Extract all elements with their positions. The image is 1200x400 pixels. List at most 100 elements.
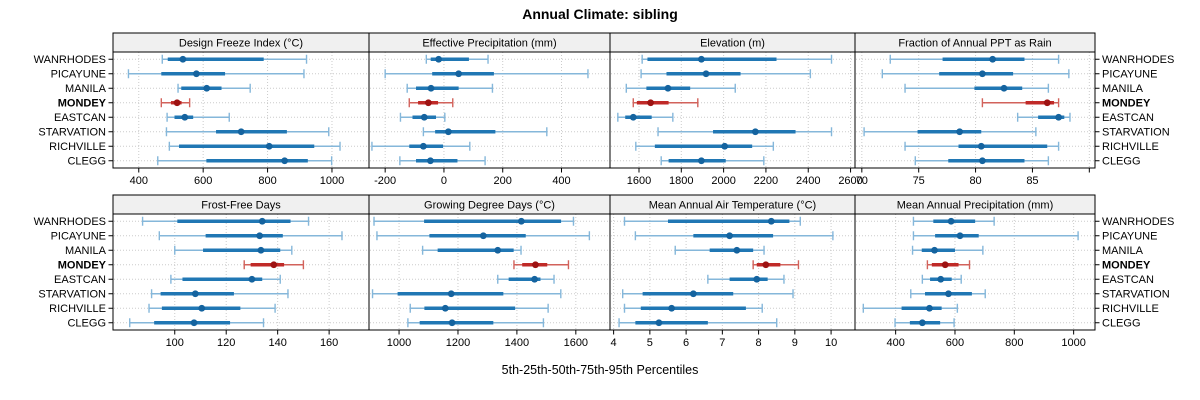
panel-mean-annual-air-temperature-c: Mean Annual Air Temperature (°C) 4 5 6 7 8 9 10 [609, 194, 856, 349]
percentile-bar-starvation [422, 127, 548, 137]
median-dot [448, 319, 456, 327]
panel-fraction-of-annual-ppt-as-rain: Fraction of Annual PPT as Rain 70 75 80 85 [854, 32, 1096, 187]
x-tick-label: 140 [268, 337, 286, 349]
station-label-left-picayune: PICAYUNE [51, 230, 106, 242]
station-label-right-starvation: STARVATION [1102, 288, 1170, 300]
median-dot [479, 232, 487, 240]
panel-background [113, 52, 369, 168]
percentile-bar-eastcan [497, 274, 555, 284]
percentile-bar-richville [168, 141, 341, 151]
median-dot [181, 113, 189, 121]
station-label-left-eastcan: EASTCAN [54, 112, 106, 124]
x-tick-label: 400 [552, 175, 570, 187]
median-dot [721, 142, 729, 150]
percentile-bar-eastcan [707, 274, 785, 284]
percentile-bar-picayune [384, 69, 589, 79]
x-tick-label: 7 [719, 337, 725, 349]
percentile-bar-starvation [621, 289, 794, 299]
median-dot [427, 157, 434, 165]
median-dot [956, 232, 964, 240]
x-tick-label: 0 [441, 175, 447, 187]
median-dot [977, 142, 985, 150]
panel-background [610, 214, 855, 330]
median-dot [248, 275, 256, 283]
percentile-bar-richville [862, 303, 959, 313]
panel-title: Mean Annual Air Temperature (°C) [649, 200, 816, 212]
median-dot [237, 128, 245, 136]
percentile-bar-richville [409, 303, 549, 313]
panel-title: Design Freeze Index (°C) [179, 38, 303, 50]
x-tick-label: 70 [856, 175, 868, 187]
station-label-left-clegg: CLEGG [67, 155, 106, 167]
station-label-left-starvation: STARVATION [38, 288, 106, 300]
percentile-bar-picayune [634, 231, 834, 241]
median-dot [647, 99, 655, 107]
percentile-bar-mondey [408, 98, 454, 108]
percentile-bar-mondey [926, 260, 971, 270]
median-dot [191, 290, 199, 298]
panel-border [854, 213, 1096, 331]
x-tick-label: 85 [1026, 175, 1038, 187]
x-tick-label: -200 [374, 175, 396, 187]
median-dot [753, 275, 761, 283]
percentile-bar-richville [904, 141, 1060, 151]
percentile-bar-mondey [513, 260, 570, 270]
station-label-left-wanrhodes: WANRHODES [34, 54, 106, 66]
median-dot [956, 128, 964, 136]
percentile-bar-picayune [158, 231, 343, 241]
percentile-bar-wanrhodes [161, 54, 308, 64]
percentile-bar-wanrhodes [889, 54, 1060, 64]
percentile-bar-mondey [752, 260, 800, 270]
x-tick-label: 1600 [627, 175, 651, 187]
median-dot [256, 232, 264, 240]
median-dot [733, 246, 741, 254]
percentile-bar-mondey [160, 98, 191, 108]
station-label-left-manila: MANILA [65, 245, 107, 257]
x-tick-label: 800 [1005, 337, 1023, 349]
percentile-bar-mondey [243, 260, 305, 270]
median-dot [444, 128, 452, 136]
median-dot [767, 217, 775, 225]
x-tick-label: 800 [258, 175, 276, 187]
percentile-bar-starvation [371, 289, 562, 299]
panel-elevation-m: Elevation (m) 1600 1800 2000 2200 2400 2600 [609, 32, 863, 187]
median-dot [668, 304, 676, 312]
station-label-left-starvation: STARVATION [38, 126, 106, 138]
percentile-bar-mondey [632, 98, 699, 108]
station-label-right-eastcan: EASTCAN [1102, 112, 1154, 124]
panel-title: Elevation (m) [700, 38, 765, 50]
panel-design-freeze-index-c: Design Freeze Index (°C) 400 600 800 1000 [112, 32, 370, 187]
median-dot [945, 290, 952, 298]
station-label-right-wanrhodes: WANRHODES [1102, 54, 1174, 66]
median-dot [441, 304, 449, 312]
median-dot [531, 275, 538, 283]
panel-background [113, 214, 369, 330]
median-dot [420, 113, 428, 121]
percentile-bar-richville [371, 141, 471, 151]
percentile-bar-eastcan [399, 112, 446, 122]
median-dot [1043, 99, 1051, 107]
percentile-bar-manila [406, 83, 494, 93]
percentile-bar-eastcan [617, 112, 674, 122]
median-dot [751, 128, 759, 136]
x-tick-label: 6 [683, 337, 689, 349]
percentile-bar-clegg [157, 156, 333, 166]
median-dot [424, 99, 432, 107]
percentile-bar-picayune [881, 69, 1070, 79]
x-tick-label: 1600 [564, 337, 588, 349]
panel-title: Effective Precipitation (mm) [422, 38, 556, 50]
percentile-bar-eastcan [1016, 112, 1071, 122]
station-label-right-richville: RICHVILLE [1102, 141, 1159, 153]
percentile-bar-wanrhodes [623, 216, 801, 226]
x-tick-label: 1200 [446, 337, 470, 349]
percentile-bar-wanrhodes [373, 216, 575, 226]
percentile-bar-wanrhodes [641, 54, 833, 64]
panel-title: Growing Degree Days (°C) [424, 200, 555, 212]
median-dot [629, 113, 637, 121]
x-tick-label: 400 [886, 337, 904, 349]
percentile-bar-clegg [407, 318, 545, 328]
median-dot [941, 261, 949, 269]
station-label-right-clegg: CLEGG [1102, 317, 1141, 329]
percentile-bar-clegg [660, 156, 765, 166]
percentile-bar-starvation [657, 127, 833, 137]
